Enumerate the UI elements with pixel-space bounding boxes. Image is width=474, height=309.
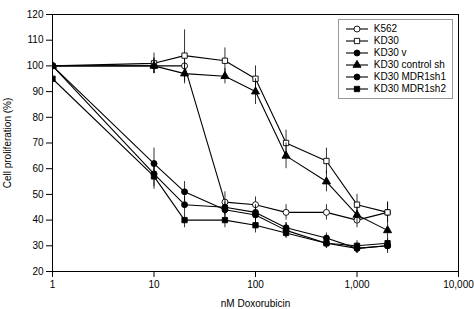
svg-text:100: 100 xyxy=(27,60,44,71)
html-text:KD30 v: KD30 v xyxy=(373,47,407,58)
svg-text:100: 100 xyxy=(247,279,264,290)
svg-text:90: 90 xyxy=(32,86,44,97)
html-text:KD30 control sh: KD30 control sh xyxy=(373,59,445,70)
svg-text:1,000: 1,000 xyxy=(344,279,369,290)
svg-text:50: 50 xyxy=(32,189,44,200)
svg-text:30: 30 xyxy=(32,240,44,251)
svg-text:80: 80 xyxy=(32,112,44,123)
html-text:KD30 MDR1sh2: KD30 MDR1sh2 xyxy=(373,83,446,94)
svg-text:40: 40 xyxy=(32,214,44,225)
svg-text:Cell proliferation (%): Cell proliferation (%) xyxy=(2,98,13,189)
html-text:KD30 MDR1sh1: KD30 MDR1sh1 xyxy=(373,71,446,82)
html-text:K562: K562 xyxy=(373,23,398,34)
svg-text:10: 10 xyxy=(148,279,160,290)
svg-text:10,000: 10,000 xyxy=(443,279,474,290)
svg-text:70: 70 xyxy=(32,137,44,148)
svg-text:60: 60 xyxy=(32,163,44,174)
svg-text:120: 120 xyxy=(27,9,44,20)
svg-text:20: 20 xyxy=(32,266,44,277)
svg-text:nM Doxorubicin: nM Doxorubicin xyxy=(221,298,290,309)
html-text:KD30: KD30 xyxy=(373,35,399,46)
svg-text:1: 1 xyxy=(50,279,56,290)
svg-text:110: 110 xyxy=(28,34,44,45)
